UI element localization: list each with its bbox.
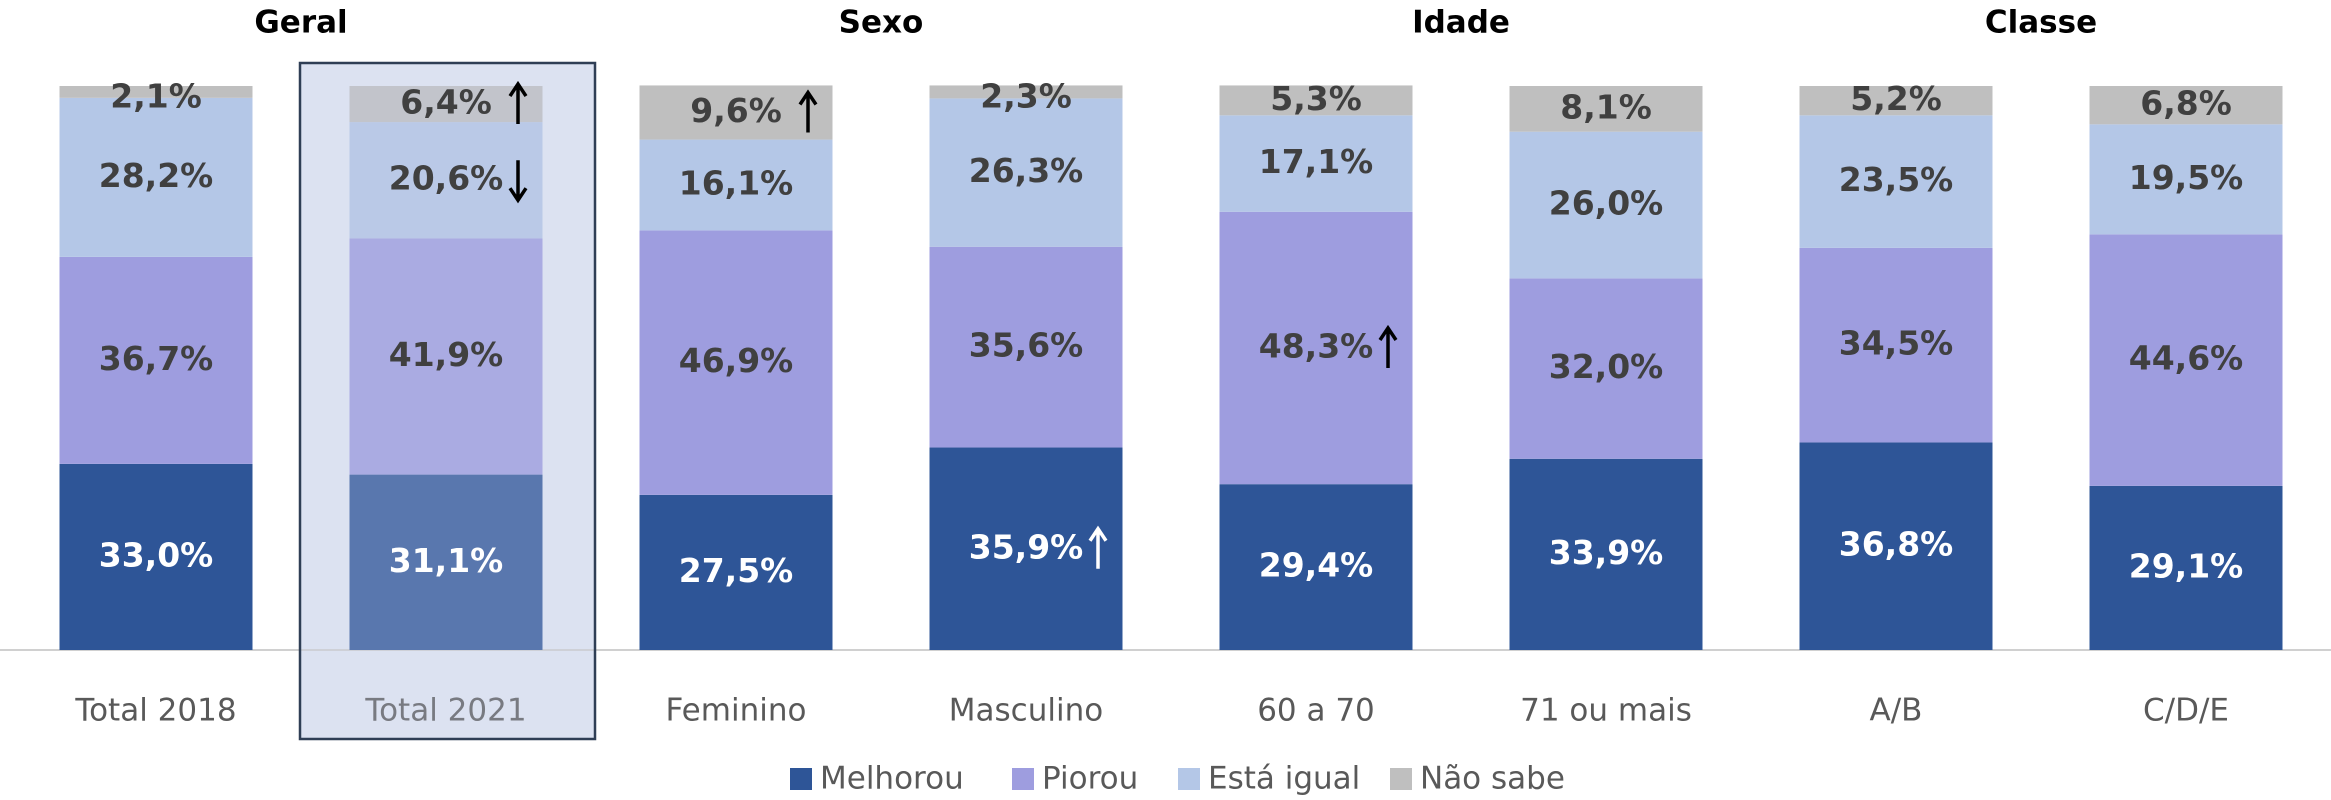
bar-segment xyxy=(1219,211,1413,485)
bar-segment xyxy=(349,238,543,475)
bar-segment xyxy=(349,122,543,239)
bar-segment xyxy=(59,463,253,650)
x-tick-label: A/B xyxy=(1870,693,1923,729)
legend-label: Melhorou xyxy=(820,761,964,797)
value-label: 20,6% xyxy=(389,159,504,198)
value-label: 32,0% xyxy=(1549,347,1664,386)
bar-segment xyxy=(349,474,543,650)
value-label: 46,9% xyxy=(679,341,794,380)
significance-arrow xyxy=(1378,324,1398,368)
bar-segment xyxy=(1509,131,1703,279)
value-label: 41,9% xyxy=(389,335,504,374)
value-label: 26,3% xyxy=(969,151,1084,190)
bar-segment xyxy=(639,139,833,231)
value-label: 8,1% xyxy=(1560,87,1652,126)
value-label: 44,6% xyxy=(2129,339,2244,378)
group-title: Classe xyxy=(1985,5,2097,41)
bar-segment xyxy=(1799,86,1993,116)
value-label: 19,5% xyxy=(2129,158,2244,197)
bar-segment xyxy=(639,230,833,495)
legend-label: Piorou xyxy=(1042,761,1138,797)
x-tick-label: Total 2021 xyxy=(364,693,526,729)
legend-swatch xyxy=(790,768,812,790)
legend-swatch xyxy=(1012,768,1034,790)
bar-segment xyxy=(639,494,833,650)
significance-arrow xyxy=(508,80,528,125)
bar-segment xyxy=(929,447,1123,650)
bar-segment xyxy=(639,85,833,140)
bar-segment xyxy=(1509,86,1703,132)
significance-arrow xyxy=(798,89,818,133)
value-label: 2,3% xyxy=(980,77,1072,116)
value-label: 16,1% xyxy=(679,163,794,202)
value-label: 29,1% xyxy=(2129,546,2244,585)
value-label: 35,6% xyxy=(969,326,1084,365)
bar-segment xyxy=(59,97,253,257)
legend-label: Não sabe xyxy=(1420,761,1565,797)
bar-segment xyxy=(1799,247,1993,443)
bar-segment xyxy=(2089,234,2283,486)
group-title: Idade xyxy=(1412,5,1510,41)
value-label: 33,0% xyxy=(99,535,214,574)
value-label: 36,8% xyxy=(1839,525,1954,564)
value-label: 5,2% xyxy=(1850,79,1942,118)
bar-segment xyxy=(1799,442,1993,650)
value-label: 48,3% xyxy=(1259,326,1374,365)
value-label: 6,4% xyxy=(400,83,492,122)
value-label: 29,4% xyxy=(1259,546,1374,585)
bar-segment xyxy=(929,98,1123,247)
x-tick-label: 60 a 70 xyxy=(1257,693,1375,729)
significance-arrow xyxy=(1088,525,1108,569)
bar-segment xyxy=(349,86,543,123)
value-label: 2,1% xyxy=(110,77,202,116)
value-label: 6,8% xyxy=(2140,84,2232,123)
bar-segment xyxy=(2089,86,2283,125)
value-label: 33,9% xyxy=(1549,533,1664,572)
value-label: 9,6% xyxy=(690,91,782,130)
bar-segment xyxy=(929,85,1123,99)
bar-segment xyxy=(1509,458,1703,650)
x-tick-label: Masculino xyxy=(949,693,1103,729)
group-title: Geral xyxy=(254,5,347,41)
bar-segment xyxy=(929,246,1123,448)
bar-segment xyxy=(59,256,253,464)
bar-segment xyxy=(1219,115,1413,212)
value-label: 23,5% xyxy=(1839,160,1954,199)
value-label: 5,3% xyxy=(1270,79,1362,118)
bar-segment xyxy=(1509,278,1703,459)
legend-swatch xyxy=(1178,768,1200,790)
highlight-box xyxy=(298,61,597,741)
bar-segment xyxy=(59,86,253,98)
legend-label: Está igual xyxy=(1208,761,1360,797)
group-title: Sexo xyxy=(839,5,924,41)
x-tick-label: C/D/E xyxy=(2143,693,2229,729)
bar-segment xyxy=(1219,85,1413,116)
value-label: 31,1% xyxy=(389,541,504,580)
x-tick-label: Feminino xyxy=(666,693,807,729)
value-label: 35,9% xyxy=(969,527,1084,566)
bar-segment xyxy=(2089,124,2283,235)
bar-segment xyxy=(1799,115,1993,248)
value-label: 17,1% xyxy=(1259,142,1374,181)
x-tick-label: Total 2018 xyxy=(74,693,236,729)
bar-segment xyxy=(2089,485,2283,650)
legend-swatch xyxy=(1390,768,1412,790)
value-label: 34,5% xyxy=(1839,324,1954,363)
value-label: 27,5% xyxy=(679,551,794,590)
value-label: 26,0% xyxy=(1549,184,1664,223)
value-label: 28,2% xyxy=(99,156,214,195)
x-tick-label: 71 ou mais xyxy=(1520,693,1692,729)
significance-arrow xyxy=(508,160,528,204)
value-label: 36,7% xyxy=(99,339,214,378)
bar-segment xyxy=(1219,484,1413,650)
